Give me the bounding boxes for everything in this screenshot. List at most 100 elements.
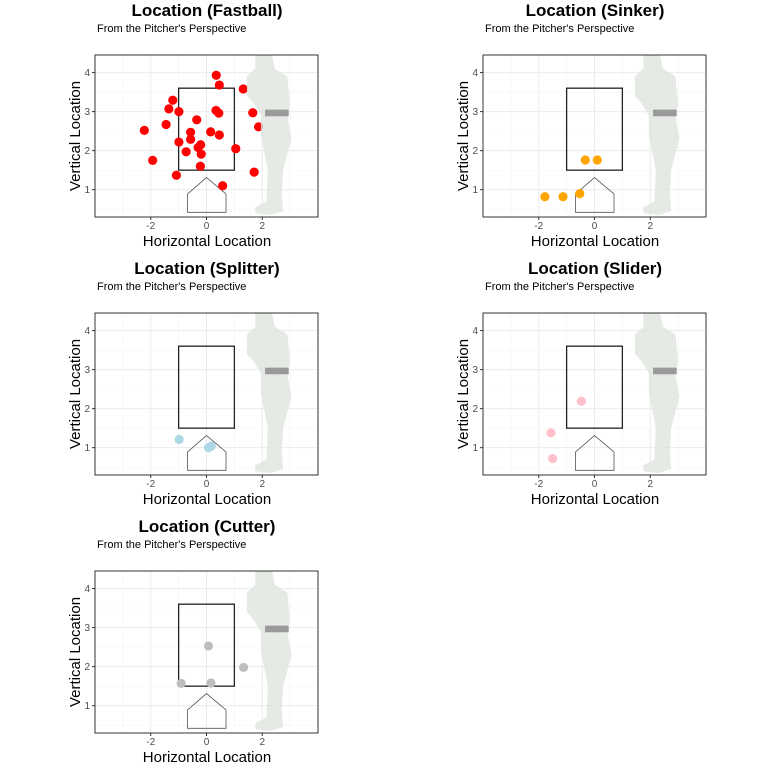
y-tick-label: 3 xyxy=(472,365,478,376)
pitch-point xyxy=(548,454,558,464)
y-axis-title: Vertical Location xyxy=(67,339,84,449)
batter-belt xyxy=(265,109,289,117)
pitch-point xyxy=(186,127,196,137)
batter-silhouette xyxy=(246,571,292,732)
x-tick-label: 2 xyxy=(259,479,265,490)
scatter-chart: Location (Splitter) From the Pitcher's Pe… xyxy=(67,259,319,508)
x-tick-label: 2 xyxy=(647,221,653,232)
pitch-point xyxy=(206,678,216,688)
y-axis-title: Vertical Location xyxy=(455,81,472,191)
pitch-point xyxy=(174,434,184,445)
y-tick-label: 2 xyxy=(84,404,90,415)
pitch-point xyxy=(186,134,196,144)
y-tick-label: 4 xyxy=(84,584,90,595)
chart-title: Location (Slider) xyxy=(528,259,662,278)
y-tick-label: 2 xyxy=(472,404,478,415)
pitch-point xyxy=(211,70,221,80)
y-tick-label: 4 xyxy=(84,326,90,337)
y-tick-label: 4 xyxy=(472,68,478,79)
pitch-point xyxy=(592,155,602,165)
pitch-point xyxy=(148,155,158,165)
pitch-point xyxy=(176,678,186,689)
x-axis-title: Horizontal Location xyxy=(531,233,659,250)
strike-zone xyxy=(565,345,624,429)
pitch-point xyxy=(214,130,224,140)
pitch-point xyxy=(546,428,556,438)
pitch-point xyxy=(139,125,149,135)
y-tick-label: 1 xyxy=(84,185,90,196)
chart-title: Location (Cutter) xyxy=(139,517,276,536)
pitch-point xyxy=(181,147,191,157)
chart-title: Location (Sinker) xyxy=(526,1,665,20)
batter-silhouette xyxy=(634,55,680,216)
y-tick-label: 2 xyxy=(472,146,478,157)
scatter-chart: Location (Fastball) From the Pitcher's Pe… xyxy=(67,1,319,250)
batter-belt xyxy=(265,367,289,375)
x-tick-label: 2 xyxy=(259,737,265,748)
y-tick-label: 4 xyxy=(84,68,90,79)
chart-panel: Location (Slider) From the Pitcher's Pers… xyxy=(388,258,768,516)
pitch-point xyxy=(238,662,249,673)
y-axis-title: Vertical Location xyxy=(67,597,84,707)
y-tick-label: 1 xyxy=(84,701,90,712)
pitch-point xyxy=(195,161,205,171)
x-tick-label: -2 xyxy=(146,479,155,490)
chart-panel: Location (Fastball) From the Pitcher's Pe… xyxy=(0,0,384,258)
batter-belt xyxy=(265,625,289,633)
x-tick-label: -2 xyxy=(534,479,543,490)
chart-title: Location (Splitter) xyxy=(134,259,279,278)
chart-title: Location (Fastball) xyxy=(131,1,282,20)
home-plate xyxy=(187,177,227,213)
x-tick-label: 0 xyxy=(592,221,598,232)
pitch-point xyxy=(192,115,202,125)
home-plate xyxy=(575,177,615,213)
strike-zone xyxy=(177,87,236,171)
strike-zone xyxy=(177,345,236,429)
pitch-point xyxy=(203,641,214,651)
strike-zone xyxy=(177,603,236,687)
chart-subtitle: From the Pitcher's Perspective xyxy=(97,539,246,551)
chart-panel: Location (Cutter) From the Pitcher's Pers… xyxy=(0,516,384,774)
x-tick-label: 0 xyxy=(592,479,598,490)
y-tick-label: 3 xyxy=(84,107,90,118)
scatter-chart: Location (Cutter) From the Pitcher's Pers… xyxy=(67,517,319,766)
pitch-point xyxy=(171,170,181,180)
pitch-point xyxy=(214,108,224,118)
y-axis-title: Vertical Location xyxy=(455,339,472,449)
pitch-point xyxy=(161,119,171,130)
pitch-point xyxy=(206,441,216,451)
y-tick-label: 2 xyxy=(84,146,90,157)
chart-panel: Location (Splitter) From the Pitcher's Pe… xyxy=(0,258,384,516)
x-axis-title: Horizontal Location xyxy=(143,233,271,250)
home-plate xyxy=(575,435,615,471)
pitch-point xyxy=(231,144,241,154)
pitch-point xyxy=(249,167,259,177)
chart-subtitle: From the Pitcher's Perspective xyxy=(485,281,634,293)
x-tick-label: 0 xyxy=(204,737,210,748)
scatter-chart: Location (Sinker) From the Pitcher's Pers… xyxy=(455,1,707,250)
pitch-point xyxy=(174,107,184,117)
batter-belt xyxy=(653,367,677,375)
y-tick-label: 2 xyxy=(84,662,90,673)
pitch-point xyxy=(174,137,184,147)
chart-subtitle: From the Pitcher's Perspective xyxy=(97,23,246,35)
y-tick-label: 1 xyxy=(472,443,478,454)
pitch-point xyxy=(206,127,216,137)
pitch-point xyxy=(196,149,206,159)
x-tick-label: -2 xyxy=(146,221,155,232)
batter-belt xyxy=(653,109,677,117)
batter-silhouette xyxy=(246,55,292,216)
pitch-point xyxy=(248,108,258,118)
batter-silhouette xyxy=(634,313,680,474)
pitch-point xyxy=(164,104,174,114)
x-tick-label: -2 xyxy=(146,737,155,748)
x-axis-title: Horizontal Location xyxy=(143,491,271,508)
pitch-point xyxy=(576,396,586,406)
y-tick-label: 1 xyxy=(84,443,90,454)
pitch-point xyxy=(214,80,224,90)
pitch-point xyxy=(168,95,178,105)
chart-subtitle: From the Pitcher's Perspective xyxy=(97,281,246,293)
pitch-point xyxy=(575,188,585,199)
x-tick-label: 2 xyxy=(647,479,653,490)
pitch-point xyxy=(540,192,550,202)
